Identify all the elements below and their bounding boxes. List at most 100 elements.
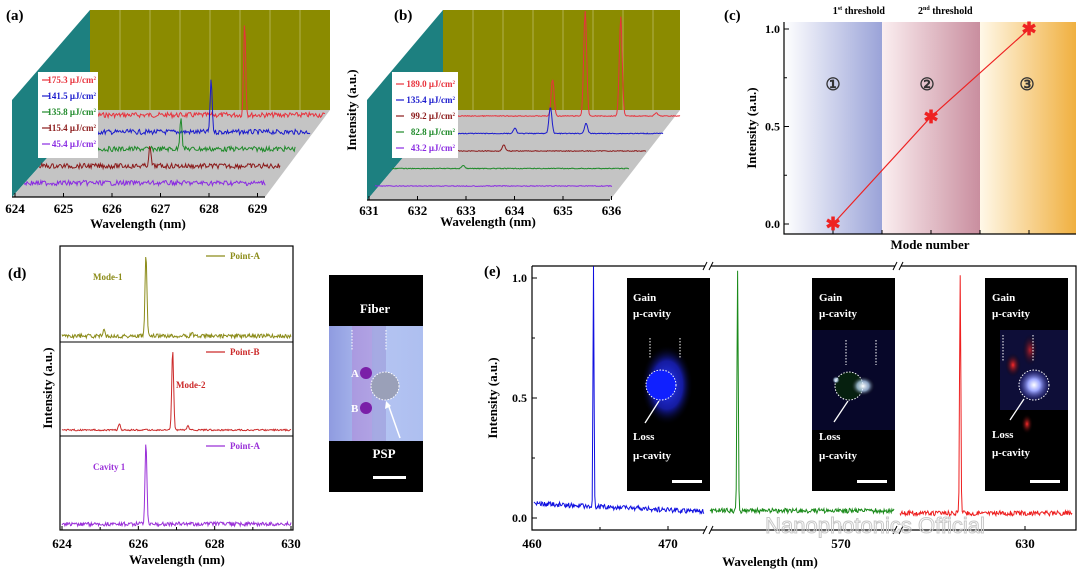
region-2 (882, 22, 980, 234)
region-1-label: ① (825, 75, 840, 94)
region-3 (980, 22, 1076, 234)
x-tick-label: 460 (522, 536, 542, 551)
x-tick-label: 625 (54, 201, 74, 216)
panel-a: (a) 624 625 626 627 628 629 Wavelength (nm) 1… (5, 8, 330, 231)
loss-arrow (644, 400, 660, 424)
panel-c-ticks: 0.0 0.5 1.0 (765, 22, 1030, 234)
legend-label: Point-B (230, 347, 260, 357)
x-tick-label: 630 (1015, 536, 1035, 551)
fiber-label: Fiber (360, 301, 391, 316)
scale-bar (373, 476, 406, 479)
panel-a-legend: 175.3 μJ/cm2 141.5 μJ/cm2 135.8 μJ/cm2 115.… (38, 72, 98, 158)
axis-breaks (702, 261, 904, 535)
panel-a-grid (119, 10, 301, 110)
micrograph: A B Fiber PSP (329, 275, 423, 492)
legend-sup: 2 (453, 129, 456, 134)
axis-break-mark (892, 525, 898, 535)
loss-sub-label: μ-cavity (992, 447, 1031, 459)
axis-break-mark (708, 525, 714, 535)
loss-label: Loss (633, 431, 655, 443)
trace-green (709, 270, 895, 516)
point-a-label: A (351, 368, 359, 380)
peak-annotation: Mode-1 (93, 272, 123, 282)
axis-break-mark (898, 525, 904, 535)
legend-sup: 2 (94, 141, 97, 146)
trace-189.0 (442, 10, 681, 118)
panel-a-x-label: Wavelength (nm) (90, 216, 186, 231)
legend-label: 175.3 μJ/cm2 (47, 75, 96, 85)
panel-e-traces (533, 266, 1073, 518)
x-tick-label: 632 (408, 203, 428, 218)
y-tick-label: 0.0 (512, 511, 527, 525)
x-tick-label: 634 (505, 203, 525, 218)
panel-e-y-label: Intensity (a.u.) (485, 357, 500, 438)
trace-45.4 (23, 178, 266, 188)
trace (61, 444, 292, 528)
x-tick-label: 633 (456, 203, 476, 218)
x-tick-label: 627 (151, 201, 171, 216)
region-3-label: ③ (1019, 75, 1034, 94)
legend-sup: 2 (453, 81, 456, 86)
legend-label: 189.0 μJ/cm2 (406, 79, 455, 89)
x-tick-label: 629 (248, 201, 268, 216)
legend-label: 115.4 μJ/cm2 (48, 123, 97, 133)
legend-label: Point-A (230, 251, 260, 261)
legend-label: 135.4 μJ/cm2 (406, 95, 455, 105)
trace-43.2 (375, 184, 613, 188)
panel-b-x-ticks: 631 632 633 634 635 636 (359, 196, 622, 218)
gain-sub-label: μ-cavity (992, 308, 1031, 320)
point-b-label: B (351, 403, 359, 415)
legend-label: 99.2 μJ/cm2 (411, 111, 456, 121)
x-tick-label: 628 (205, 536, 225, 551)
axis-break-mark (702, 525, 708, 535)
scale-bar (1030, 480, 1060, 483)
loss-cavity-circle (1018, 369, 1050, 401)
axis-break-mark (892, 261, 898, 271)
scale-bar (857, 480, 887, 483)
peak-annotation: Cavity 1 (93, 462, 126, 472)
scale-bar (672, 480, 702, 483)
trace-red (899, 275, 1073, 518)
legend-sup: 2 (453, 113, 456, 118)
panel-d-label: (d) (8, 266, 26, 282)
y-tick-label: 1.0 (512, 271, 527, 285)
axis-break-mark (702, 261, 708, 271)
panel-b: (b) Intensity (a.u.) 631 632 633 634 635 636 … (344, 8, 681, 229)
data-point: ✱ (1021, 19, 1036, 39)
region-1 (784, 22, 882, 234)
panel-b-legend: 189.0 μJ/cm2 135.4 μJ/cm2 99.2 μJ/cm2 82.8 … (392, 72, 458, 158)
y-tick-label: 0.5 (512, 391, 527, 405)
x-tick-label: 624 (5, 201, 25, 216)
panel-d-traces: Point-A Mode-1 Point-B Mode-2 Point-A Cavity … (61, 251, 292, 528)
panel-d-y-label: Intensity (a.u.) (40, 347, 55, 428)
legend-label: 135.8 μJ/cm2 (47, 107, 96, 117)
panel-b-traces (375, 10, 681, 188)
data-point: ✱ (923, 107, 938, 127)
legend-label: Point-A (230, 441, 260, 451)
loss-arrow (1009, 398, 1025, 421)
axis-break-mark (898, 261, 904, 271)
axis-break-gap (705, 527, 711, 533)
panel-b-back-wall (443, 10, 680, 110)
axis-break-mark (708, 261, 714, 271)
loss-sub-label: μ-cavity (633, 450, 672, 462)
legend-label: 43.2 μJ/cm2 (411, 143, 456, 153)
x-tick-label: 631 (359, 203, 379, 218)
panel-c: (c) ① ② ③ 1st threshold 2nd threshold 0.… (724, 6, 1076, 252)
watermark: Nanophotonics Official (765, 513, 985, 538)
trace-141.5 (68, 79, 311, 136)
loss-label: Loss (819, 431, 841, 443)
panel-c-axes (783, 22, 1076, 235)
psp-label: PSP (372, 446, 395, 461)
inset-green: Gain μ-cavity Loss μ-cavity (812, 278, 895, 491)
axis-break-gap (895, 527, 901, 533)
panel-b-y-label: Intensity (a.u.) (344, 69, 359, 150)
y-tick-label: 1.0 (765, 22, 780, 36)
x-tick-label: 630 (281, 536, 301, 551)
loss-label: Loss (992, 429, 1014, 441)
panel-b-label: (b) (394, 8, 412, 24)
panel-b-legend-box (392, 72, 458, 158)
loss-sub-label: μ-cavity (819, 450, 858, 462)
panel-b-x-label: Wavelength (nm) (440, 214, 536, 229)
